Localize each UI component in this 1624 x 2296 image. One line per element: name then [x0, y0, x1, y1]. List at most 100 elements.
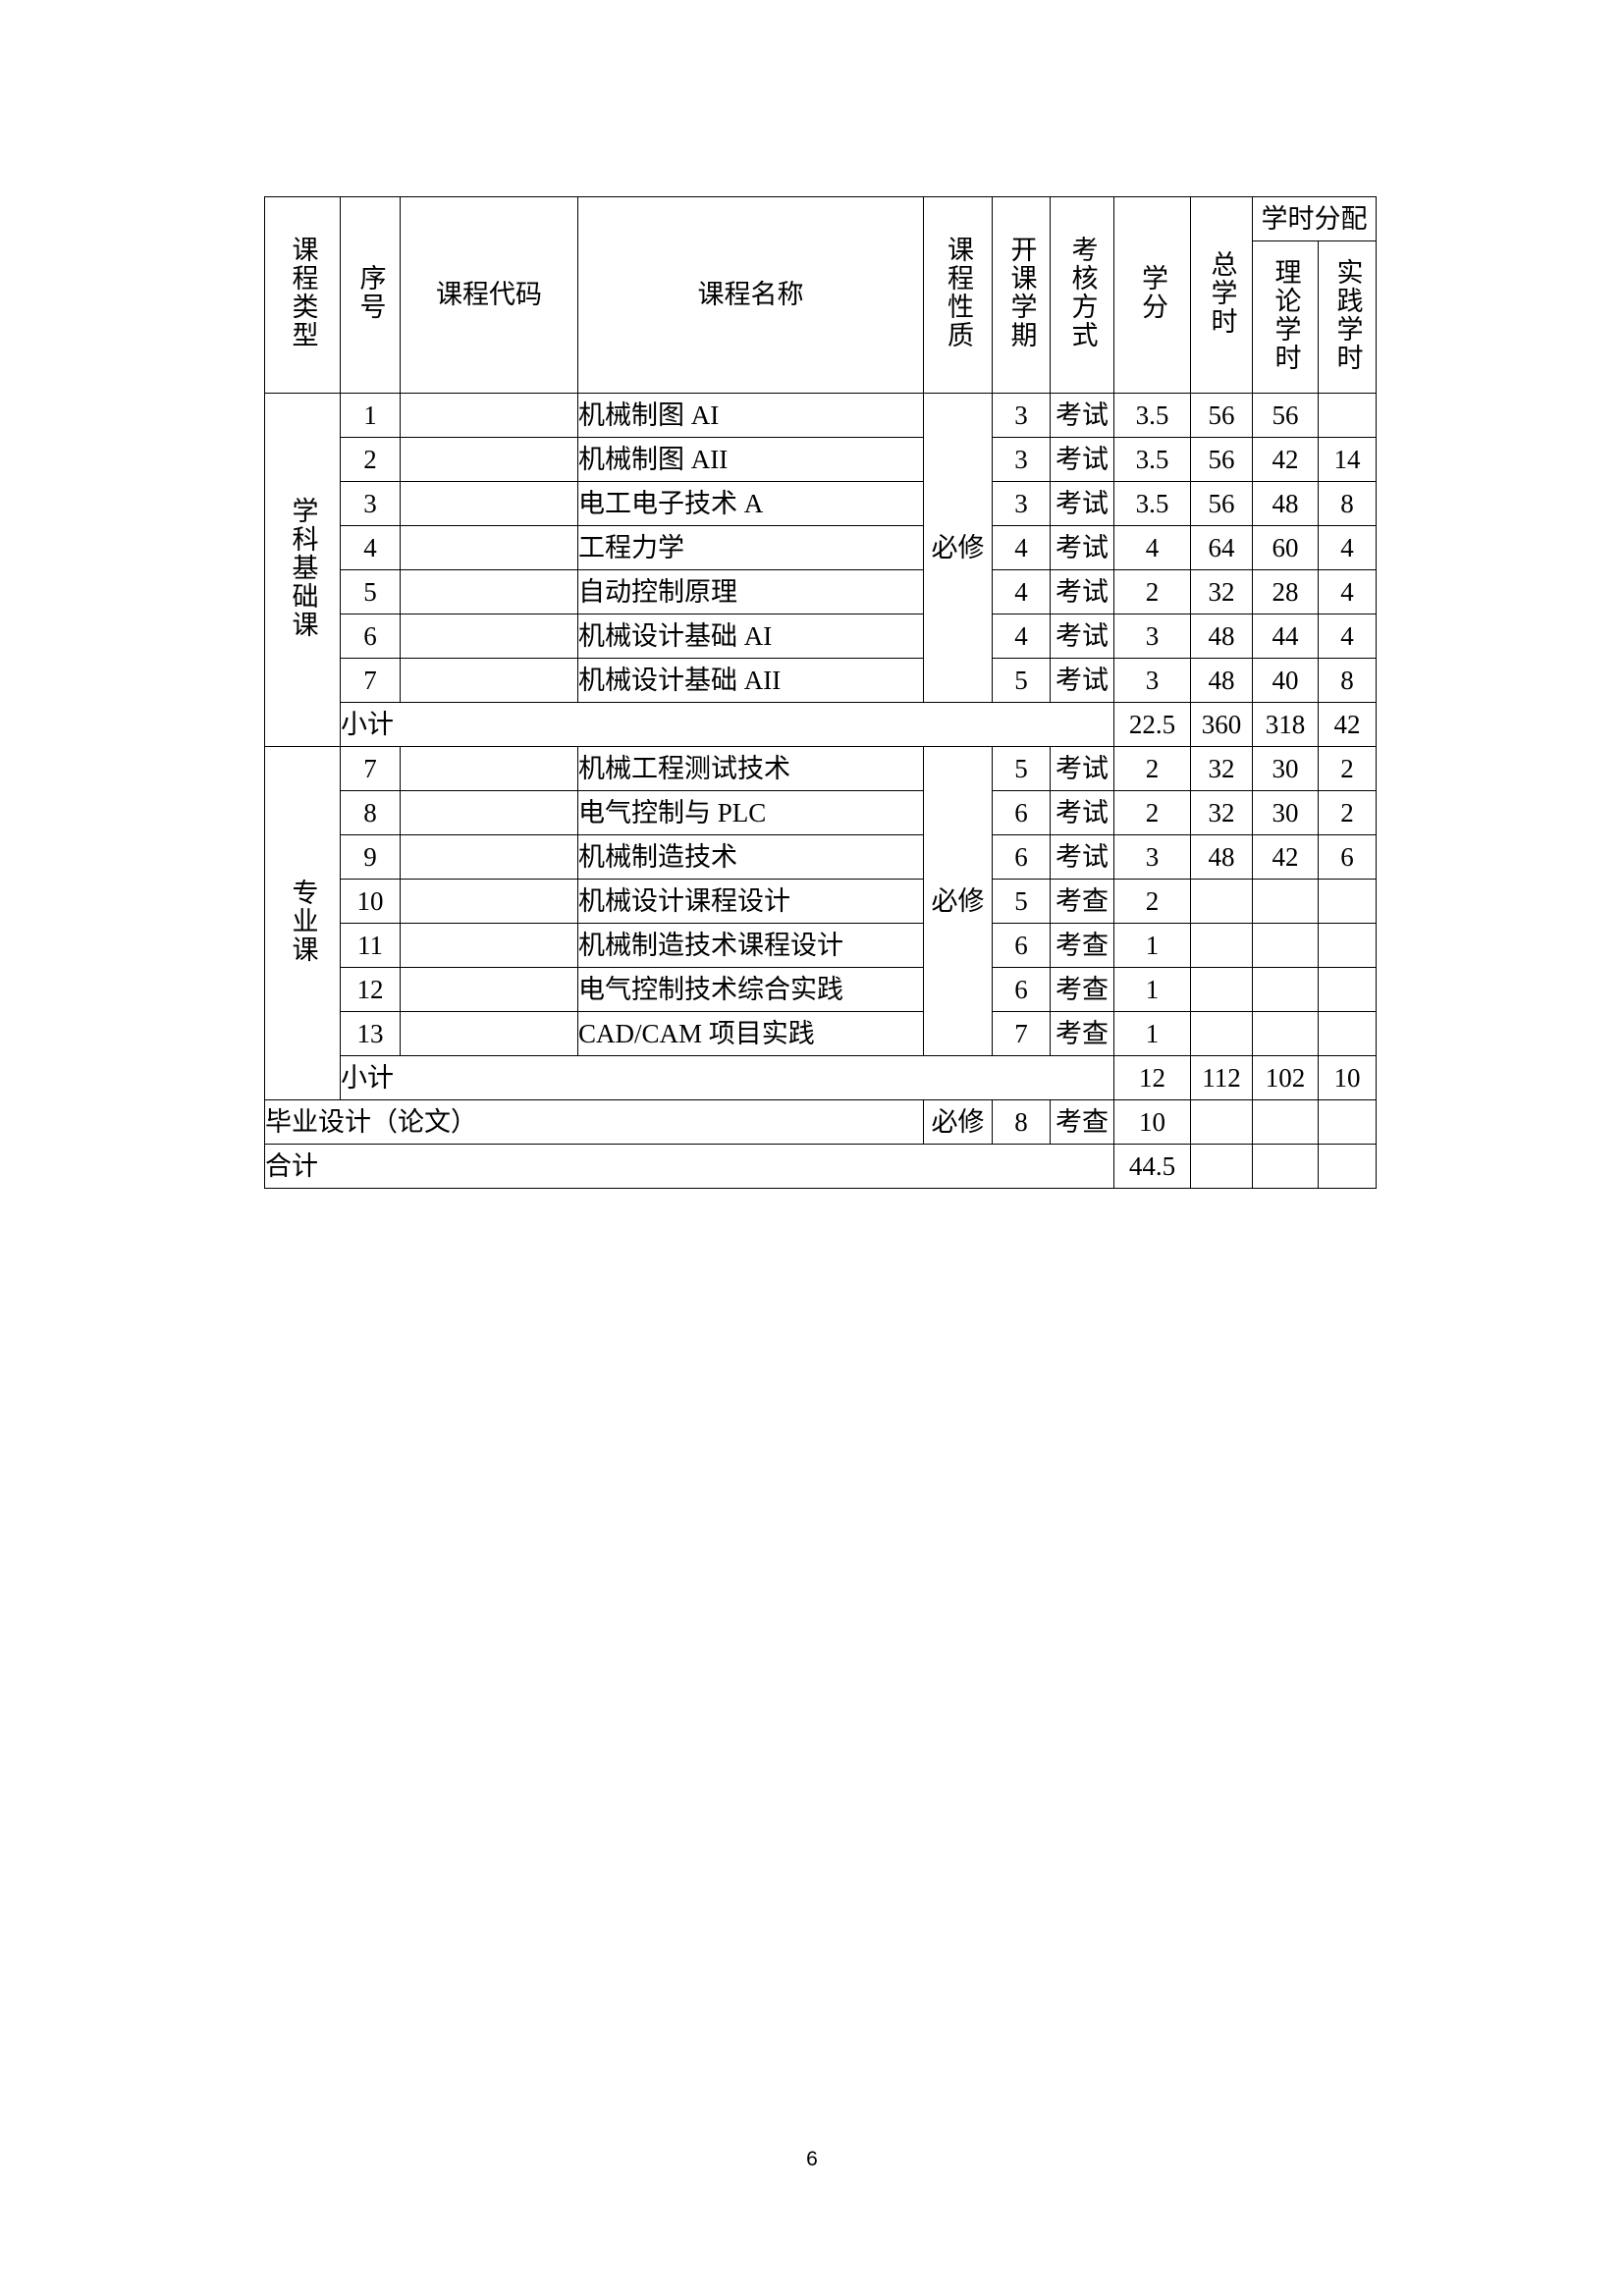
header-type: 课程类型: [264, 196, 341, 394]
header-nature: 课程性质: [923, 196, 993, 394]
semester-cell: 3: [992, 437, 1051, 482]
table-row: 5 自动控制原理 4 考试 2 32 28 4: [265, 569, 1377, 614]
course-name-cell: 自动控制原理: [577, 569, 924, 614]
course-code-cell: [400, 658, 578, 703]
course-type-cell: 学科基础课: [264, 393, 341, 747]
theory-hours-cell: 30: [1252, 790, 1319, 835]
total-hours-cell: 56: [1190, 481, 1253, 526]
practice-hours-cell: 4: [1318, 614, 1377, 659]
total-hours-cell: 360: [1190, 702, 1253, 747]
seq-cell: 6: [340, 614, 401, 659]
credit-cell: 2: [1113, 790, 1191, 835]
subtotal-row: 小计 12 112 102 10: [265, 1055, 1377, 1100]
course-name-cell: 工程力学: [577, 525, 924, 570]
exam-cell: 考查: [1050, 1011, 1114, 1056]
course-code-cell: [400, 437, 578, 482]
course-code-cell: [400, 790, 578, 835]
practice-hours-cell: [1318, 1144, 1377, 1189]
course-code-cell: [400, 569, 578, 614]
table-row: 12 电气控制技术综合实践 6 考查 1: [265, 967, 1377, 1012]
total-hours-cell: 32: [1190, 569, 1253, 614]
total-hours-cell: [1190, 967, 1253, 1012]
subtotal-row: 小计 22.5 360 318 42: [265, 702, 1377, 747]
table-row: 4 工程力学 4 考试 4 64 60 4: [265, 525, 1377, 570]
header-seq: 序号: [340, 196, 401, 394]
theory-hours-cell: [1252, 879, 1319, 924]
grand-total-row: 合计 44.5: [264, 1144, 1377, 1189]
practice-hours-cell: 2: [1318, 746, 1377, 791]
exam-cell: 考查: [1050, 967, 1114, 1012]
semester-cell: 6: [992, 790, 1051, 835]
theory-hours-cell: [1252, 1099, 1319, 1145]
seq-cell: 10: [340, 879, 401, 924]
total-hours-cell: [1190, 1011, 1253, 1056]
total-hours-cell: 64: [1190, 525, 1253, 570]
theory-hours-cell: 40: [1252, 658, 1319, 703]
course-code-cell: [400, 525, 578, 570]
semester-cell: 7: [992, 1011, 1051, 1056]
theory-hours-cell: 44: [1252, 614, 1319, 659]
total-hours-cell: 32: [1190, 790, 1253, 835]
header-name: 课程名称: [577, 196, 924, 394]
practice-hours-cell: 2: [1318, 790, 1377, 835]
exam-cell: 考试: [1050, 569, 1114, 614]
table-row: 6 机械设计基础 AI 4 考试 3 48 44 4: [265, 614, 1377, 659]
course-type-cell-text: 专业课: [288, 878, 318, 964]
credit-cell: 1: [1113, 1011, 1191, 1056]
practice-hours-cell: 10: [1318, 1055, 1377, 1100]
course-nature-cell: 必修: [923, 1099, 993, 1145]
table-row: 9 机械制造技术 6 考试 3 48 42 6: [265, 834, 1377, 880]
course-name-cell: 机械设计基础 AI: [577, 614, 924, 659]
total-hours-cell: [1190, 923, 1253, 968]
course-name-cell: 电气控制与 PLC: [577, 790, 924, 835]
exam-cell: 考试: [1050, 834, 1114, 880]
exam-cell: 考查: [1050, 879, 1114, 924]
exam-cell: 考查: [1050, 1099, 1114, 1145]
subtotal-label: 小计: [340, 702, 1114, 747]
practice-hours-cell: 4: [1318, 569, 1377, 614]
course-code-cell: [400, 393, 578, 438]
practice-hours-cell: [1318, 879, 1377, 924]
course-code-cell: [400, 834, 578, 880]
seq-cell: 9: [340, 834, 401, 880]
course-name-cell: 机械制图 AI: [577, 393, 924, 438]
seq-cell: 11: [340, 923, 401, 968]
credit-cell: 2: [1113, 746, 1191, 791]
exam-cell: 考试: [1050, 746, 1114, 791]
course-code-cell: [400, 879, 578, 924]
course-code-cell: [400, 746, 578, 791]
semester-cell: 4: [992, 525, 1051, 570]
course-name-cell: CAD/CAM 项目实践: [577, 1011, 924, 1056]
course-nature-cell: 必修: [923, 746, 993, 1056]
theory-hours-cell: 48: [1252, 481, 1319, 526]
course-nature-cell: 必修: [923, 393, 993, 703]
semester-cell: 6: [992, 834, 1051, 880]
credit-cell: 22.5: [1113, 702, 1191, 747]
total-hours-cell: [1190, 1099, 1253, 1145]
semester-cell: 6: [992, 967, 1051, 1012]
exam-cell: 考查: [1050, 923, 1114, 968]
thesis-label: 毕业设计（论文）: [264, 1099, 924, 1145]
credit-cell: 1: [1113, 923, 1191, 968]
grand-total-label: 合计: [264, 1144, 1114, 1189]
course-code-cell: [400, 614, 578, 659]
practice-hours-cell: 8: [1318, 481, 1377, 526]
credit-cell: 4: [1113, 525, 1191, 570]
credit-cell: 3.5: [1113, 481, 1191, 526]
header-exam: 考核方式: [1050, 196, 1114, 394]
credit-cell: 12: [1113, 1055, 1191, 1100]
header-allocation: 学时分配: [1252, 196, 1377, 241]
total-hours-cell: 32: [1190, 746, 1253, 791]
credit-cell: 10: [1113, 1099, 1191, 1145]
practice-hours-cell: 42: [1318, 702, 1377, 747]
theory-hours-cell: 42: [1252, 437, 1319, 482]
theory-hours-cell: 60: [1252, 525, 1319, 570]
credit-cell: 3: [1113, 834, 1191, 880]
seq-cell: 2: [340, 437, 401, 482]
header-practice: 实践学时: [1318, 240, 1377, 394]
course-code-cell: [400, 481, 578, 526]
theory-hours-cell: [1252, 967, 1319, 1012]
semester-cell: 3: [992, 393, 1051, 438]
table-row: 13 CAD/CAM 项目实践 7 考查 1: [265, 1011, 1377, 1056]
credit-cell: 3.5: [1113, 393, 1191, 438]
